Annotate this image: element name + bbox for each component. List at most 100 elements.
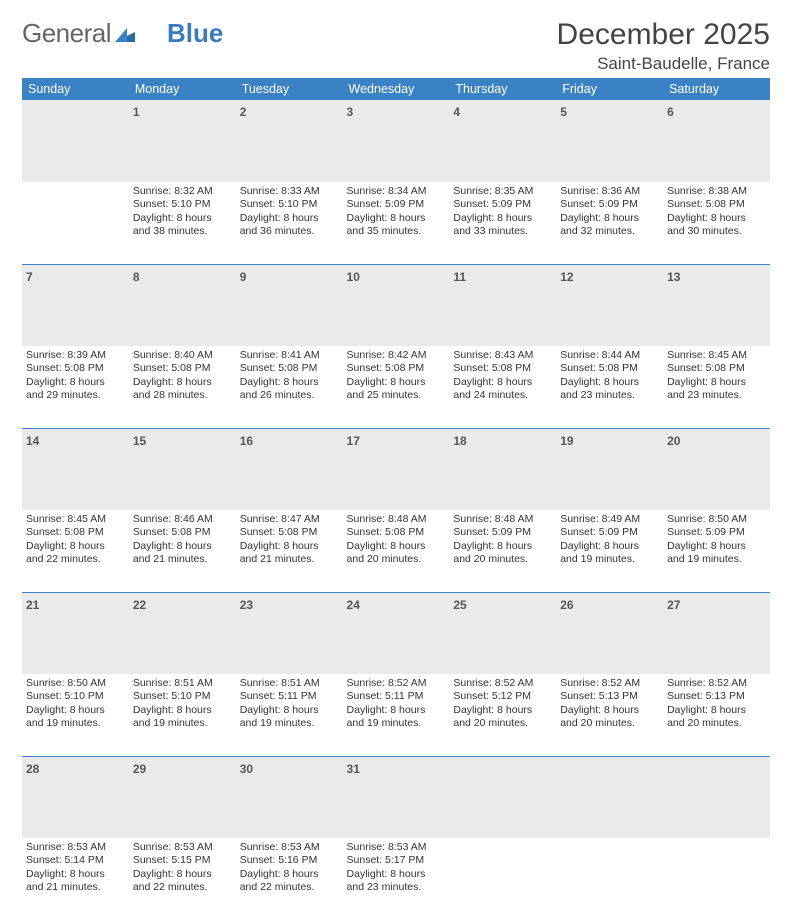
day1-text: Daylight: 8 hours: [26, 704, 125, 717]
day-cell: [663, 838, 770, 920]
title-block: December 2025 Saint-Baudelle, France: [557, 18, 770, 74]
page-title: December 2025: [557, 18, 770, 52]
day-number-cell: [556, 756, 663, 838]
day1-text: Daylight: 8 hours: [133, 704, 232, 717]
day2-text: and 20 minutes.: [667, 717, 766, 730]
day2-text: and 22 minutes.: [26, 553, 125, 566]
day-number-cell: [22, 100, 129, 182]
calendar-table: Sunday Monday Tuesday Wednesday Thursday…: [22, 78, 770, 920]
day2-text: and 19 minutes.: [560, 553, 659, 566]
day-cell: Sunrise: 8:50 AMSunset: 5:09 PMDaylight:…: [663, 510, 770, 592]
sunset-text: Sunset: 5:10 PM: [240, 198, 339, 211]
sunrise-text: Sunrise: 8:52 AM: [560, 677, 659, 690]
sunrise-text: Sunrise: 8:52 AM: [667, 677, 766, 690]
weekday-header: Saturday: [663, 78, 770, 100]
day-number-cell: 19: [556, 428, 663, 510]
day1-text: Daylight: 8 hours: [453, 704, 552, 717]
sunrise-text: Sunrise: 8:53 AM: [133, 841, 232, 854]
day2-text: and 32 minutes.: [560, 225, 659, 238]
day-number-cell: 25: [449, 592, 556, 674]
sunset-text: Sunset: 5:11 PM: [240, 690, 339, 703]
day-number-cell: 26: [556, 592, 663, 674]
day2-text: and 23 minutes.: [560, 389, 659, 402]
day-number: 20: [667, 434, 680, 448]
logo-mark-icon: [115, 26, 135, 47]
day-number-cell: 17: [343, 428, 450, 510]
day-number: 21: [26, 598, 39, 612]
day-number-cell: 11: [449, 264, 556, 346]
day-number: 28: [26, 762, 39, 776]
day2-text: and 19 minutes.: [240, 717, 339, 730]
day-cell: Sunrise: 8:39 AMSunset: 5:08 PMDaylight:…: [22, 346, 129, 428]
sunrise-text: Sunrise: 8:44 AM: [560, 349, 659, 362]
day-cell: [449, 838, 556, 920]
day-number: 18: [453, 434, 466, 448]
sunrise-text: Sunrise: 8:34 AM: [347, 185, 446, 198]
day2-text: and 19 minutes.: [667, 553, 766, 566]
day-number: 2: [240, 105, 247, 119]
day-cell: Sunrise: 8:36 AMSunset: 5:09 PMDaylight:…: [556, 182, 663, 264]
day2-text: and 21 minutes.: [240, 553, 339, 566]
day1-text: Daylight: 8 hours: [133, 868, 232, 881]
day1-text: Daylight: 8 hours: [560, 376, 659, 389]
day1-text: Daylight: 8 hours: [347, 540, 446, 553]
day-number: 4: [453, 105, 460, 119]
day1-text: Daylight: 8 hours: [26, 376, 125, 389]
sunrise-text: Sunrise: 8:53 AM: [240, 841, 339, 854]
day-number-cell: 27: [663, 592, 770, 674]
day-number-cell: 12: [556, 264, 663, 346]
day-number: 12: [560, 270, 573, 284]
day-number: 29: [133, 762, 146, 776]
day-cell: Sunrise: 8:53 AMSunset: 5:16 PMDaylight:…: [236, 838, 343, 920]
day-cell: Sunrise: 8:40 AMSunset: 5:08 PMDaylight:…: [129, 346, 236, 428]
day-number-cell: 4: [449, 100, 556, 182]
day1-text: Daylight: 8 hours: [347, 868, 446, 881]
day-cell: Sunrise: 8:35 AMSunset: 5:09 PMDaylight:…: [449, 182, 556, 264]
day-cell: Sunrise: 8:51 AMSunset: 5:11 PMDaylight:…: [236, 674, 343, 756]
day-number-cell: 3: [343, 100, 450, 182]
sunrise-text: Sunrise: 8:39 AM: [26, 349, 125, 362]
day-number-cell: 28: [22, 756, 129, 838]
day-cell: Sunrise: 8:43 AMSunset: 5:08 PMDaylight:…: [449, 346, 556, 428]
day2-text: and 20 minutes.: [560, 717, 659, 730]
weekday-header: Sunday: [22, 78, 129, 100]
day1-text: Daylight: 8 hours: [453, 212, 552, 225]
weekday-header: Thursday: [449, 78, 556, 100]
day-number: 24: [347, 598, 360, 612]
sunrise-text: Sunrise: 8:51 AM: [133, 677, 232, 690]
sunrise-text: Sunrise: 8:40 AM: [133, 349, 232, 362]
day-number-cell: 23: [236, 592, 343, 674]
day-number: 3: [347, 105, 354, 119]
sunset-text: Sunset: 5:08 PM: [26, 362, 125, 375]
header: General Blue December 2025 Saint-Baudell…: [22, 18, 770, 74]
day-cell: Sunrise: 8:44 AMSunset: 5:08 PMDaylight:…: [556, 346, 663, 428]
day2-text: and 22 minutes.: [240, 881, 339, 894]
day-number-cell: 20: [663, 428, 770, 510]
day-cell: Sunrise: 8:52 AMSunset: 5:13 PMDaylight:…: [663, 674, 770, 756]
day-number: 15: [133, 434, 146, 448]
day2-text: and 21 minutes.: [133, 553, 232, 566]
day-cell: Sunrise: 8:48 AMSunset: 5:08 PMDaylight:…: [343, 510, 450, 592]
day2-text: and 20 minutes.: [453, 717, 552, 730]
day-number-cell: 8: [129, 264, 236, 346]
day-cell: Sunrise: 8:34 AMSunset: 5:09 PMDaylight:…: [343, 182, 450, 264]
sunrise-text: Sunrise: 8:45 AM: [667, 349, 766, 362]
day-number-cell: [449, 756, 556, 838]
sunrise-text: Sunrise: 8:38 AM: [667, 185, 766, 198]
day2-text: and 30 minutes.: [667, 225, 766, 238]
day2-text: and 21 minutes.: [26, 881, 125, 894]
day-number: 19: [560, 434, 573, 448]
day-number-cell: 13: [663, 264, 770, 346]
day1-text: Daylight: 8 hours: [453, 376, 552, 389]
day-number: 30: [240, 762, 253, 776]
day2-text: and 28 minutes.: [133, 389, 232, 402]
day2-text: and 19 minutes.: [133, 717, 232, 730]
day1-text: Daylight: 8 hours: [240, 540, 339, 553]
day-number: 16: [240, 434, 253, 448]
day-number: 17: [347, 434, 360, 448]
sunset-text: Sunset: 5:09 PM: [667, 526, 766, 539]
sunset-text: Sunset: 5:09 PM: [347, 198, 446, 211]
sunset-text: Sunset: 5:08 PM: [240, 526, 339, 539]
sunset-text: Sunset: 5:11 PM: [347, 690, 446, 703]
day-number: 9: [240, 270, 247, 284]
